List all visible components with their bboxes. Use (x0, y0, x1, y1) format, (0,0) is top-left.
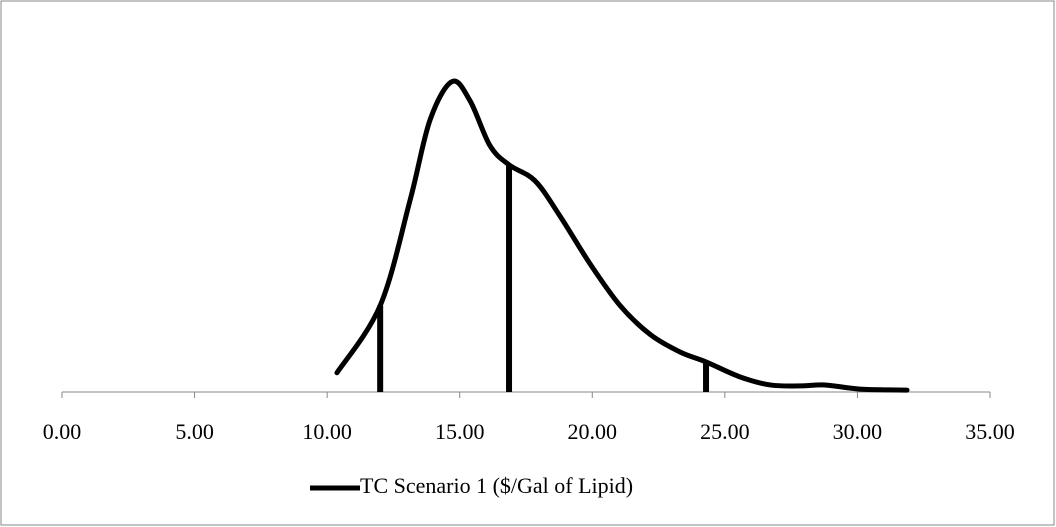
x-tick-label: 20.00 (568, 419, 618, 444)
x-tick-label: 15.00 (435, 419, 485, 444)
x-tick-label: 25.00 (700, 419, 750, 444)
x-tick-label: 10.00 (302, 419, 352, 444)
series-line (334, 78, 910, 393)
x-tick-label: 0.00 (43, 419, 82, 444)
legend-label: TC Scenario 1 ($/Gal of Lipid) (360, 473, 633, 498)
x-tick-label: 5.00 (175, 419, 214, 444)
x-tick-label: 35.00 (965, 419, 1015, 444)
x-tick-label: 30.00 (833, 419, 883, 444)
